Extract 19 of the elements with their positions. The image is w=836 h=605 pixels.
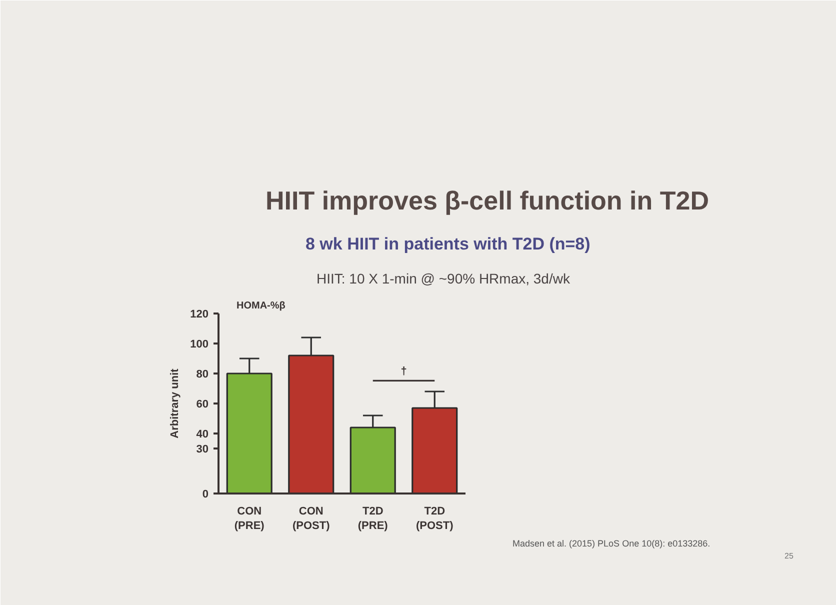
y-tick-label: 120 — [190, 308, 209, 320]
x-tick-label: CON (POST) — [292, 506, 330, 532]
y-tick-label: 80 — [196, 368, 209, 380]
y-tick-label: 100 — [190, 338, 209, 350]
chart-subtitle: 8 wk HIIT in patients with T2D (n=8) — [306, 234, 590, 254]
text: 25 — [784, 552, 794, 560]
text: HOMA-%β — [236, 300, 286, 312]
y-tick-label: 0 — [202, 488, 209, 500]
text: Madsen et al. (2015) PLoS One 10(8): e0133286. — [512, 538, 710, 548]
x-tick-label: CON (PRE) — [234, 506, 265, 532]
y-tick-label: 30 — [196, 444, 209, 456]
chart-title: HIIT improves β-cell function in T2D — [266, 186, 709, 216]
y-axis-title: Arbitrary unit — [169, 368, 182, 438]
y-tick-label: 40 — [196, 428, 209, 440]
annotation: † — [400, 366, 407, 378]
x-tick-label: T2D (POST) — [416, 506, 454, 532]
x-tick-label: T2D (PRE) — [358, 506, 388, 532]
text: HIIT: 10 X 1-min @ ~90% HRmax, 3d/wk — [316, 270, 571, 286]
y-tick-label: 60 — [196, 398, 209, 410]
